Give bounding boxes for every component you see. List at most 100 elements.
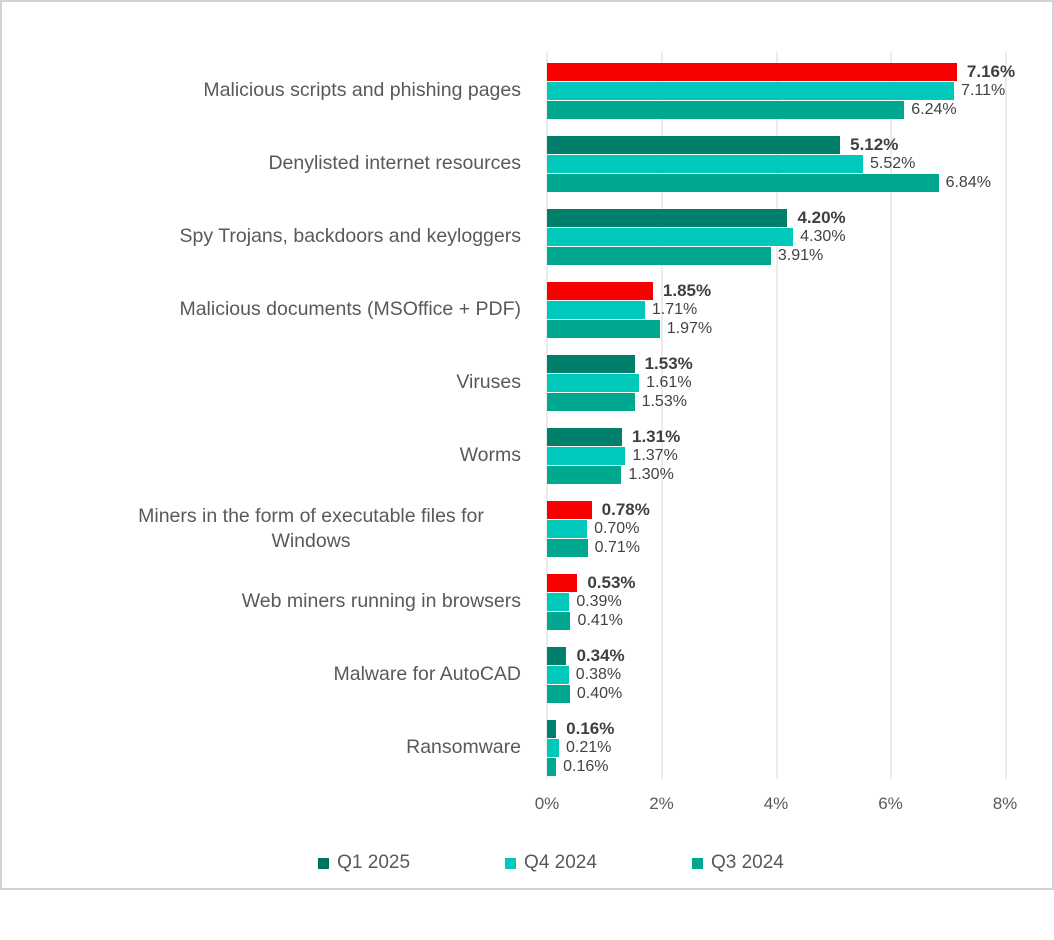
bar-q4-2024 (547, 154, 864, 173)
category-row: Denylisted internet resources 5.12% 5.52%… (2, 127, 1052, 200)
bar-q4-2024 (547, 738, 560, 757)
category-label-cell: Malicious scripts and phishing pages (2, 78, 547, 102)
category-bars: 1.53% 1.61% 1.53% (547, 353, 1005, 411)
bar-q4-2024 (547, 519, 588, 538)
bar-q1-2025 (547, 719, 557, 738)
legend-item-q3-2024: Q3 2024 (691, 852, 784, 874)
bar-q3-2024 (547, 319, 660, 338)
value-label: 1.71% (651, 300, 698, 318)
bar-q4-2024 (547, 592, 570, 611)
gridline (776, 52, 777, 779)
value-label: 0.21% (566, 738, 612, 756)
category-label-cell: Spy Trojans, backdoors and keyloggers (2, 224, 547, 248)
bar-line: 1.85% (547, 281, 1005, 300)
bar-q3-2024 (547, 100, 905, 119)
plot-area: Malicious scripts and phishing pages 7.1… (2, 52, 1052, 784)
category-label: Viruses (456, 371, 521, 394)
value-label: 7.11% (961, 81, 1006, 99)
bar-q3-2024 (547, 611, 571, 630)
category-label: Web miners running in browsers (241, 590, 521, 613)
value-label: 5.12% (850, 134, 899, 154)
bar-line: 0.16% (547, 719, 1005, 738)
bar-q3-2024 (547, 684, 570, 703)
bar-q1-2025 (547, 135, 841, 154)
bar-line: 0.38% (547, 665, 1005, 684)
value-label: 3.91% (777, 246, 824, 264)
value-label: 1.97% (666, 319, 713, 337)
category-bars: 0.78% 0.70% 0.71% (547, 499, 1005, 557)
value-label: 0.53% (587, 572, 636, 592)
bar-line: 1.71% (547, 300, 1005, 319)
bar-line: 1.97% (547, 319, 1005, 338)
bar-line: 0.39% (547, 592, 1005, 611)
value-label: 0.16% (563, 757, 609, 775)
category-bars: 1.31% 1.37% 1.30% (547, 426, 1005, 484)
bar-line: 0.71% (547, 538, 1005, 557)
value-label: 0.70% (594, 519, 640, 537)
bar-line: 0.16% (547, 757, 1005, 776)
gridline (546, 52, 548, 779)
value-label: 1.53% (641, 392, 687, 410)
x-tick-label: 0% (534, 794, 560, 813)
category-label: Malware for AutoCAD (333, 663, 522, 686)
x-tick-label: 4% (763, 794, 789, 813)
legend-swatch (318, 857, 330, 869)
value-label: 0.39% (576, 592, 622, 610)
value-label: 0.41% (577, 611, 623, 629)
value-label: 0.34% (576, 645, 625, 665)
bar-q3-2024 (547, 465, 622, 484)
bar-q3-2024 (547, 246, 771, 265)
bar-q1-2025 (547, 427, 622, 446)
value-label: 0.38% (575, 665, 622, 683)
bar-line: 1.53% (547, 392, 1005, 411)
x-axis: 0% 2% 4% 6% 8% (535, 794, 1018, 820)
value-label: 4.30% (800, 227, 846, 245)
category-label-cell: Malware for AutoCAD (2, 662, 547, 686)
bar-line: 1.53% (547, 353, 1005, 373)
category-bars: 1.85% 1.71% 1.97% (547, 281, 1005, 338)
category-label: Miners in the form of executable files f… (138, 505, 484, 552)
bar-line: 6.24% (547, 100, 1005, 119)
category-label-cell: Miners in the form of executable files f… (2, 504, 547, 553)
bar-q4-2024 (547, 81, 955, 100)
legend: Q1 2025 Q4 2024 Q3 2024 (26, 852, 1054, 874)
bar-line: 7.11% (547, 81, 1006, 100)
value-label: 1.61% (646, 373, 692, 391)
bar-q1-2025 (547, 281, 653, 300)
category-row: Malicious scripts and phishing pages 7.1… (2, 54, 1052, 127)
bar-line: 1.61% (547, 373, 1005, 392)
bar-q4-2024 (547, 446, 626, 465)
category-label: Worms (459, 444, 521, 467)
category-label: Ransomware (406, 736, 521, 759)
value-label: 7.16% (966, 61, 1016, 81)
x-tick-label: 6% (878, 794, 903, 813)
value-label: 0.71% (594, 538, 641, 556)
value-label: 1.31% (631, 426, 681, 446)
bar-line: 0.34% (547, 645, 1005, 665)
bar-q4-2024 (547, 227, 794, 246)
value-label: 5.52% (870, 154, 916, 172)
bar-q4-2024 (547, 300, 645, 319)
category-label-cell: Malicious documents (MSOffice + PDF) (2, 297, 547, 321)
bar-line: 6.84% (547, 173, 1005, 192)
category-label: Malicious scripts and phishing pages (203, 79, 521, 102)
bar-line: 0.53% (547, 572, 1005, 592)
x-tick-label: 2% (649, 794, 674, 813)
value-label: 0.78% (601, 499, 650, 519)
category-bars: 4.20% 4.30% 3.91% (547, 208, 1005, 265)
bar-line: 0.78% (547, 499, 1005, 519)
legend-label: Q4 2024 (524, 852, 597, 873)
bar-line: 5.12% (547, 134, 1005, 154)
bar-q3-2024 (547, 392, 635, 411)
value-label: 6.24% (911, 100, 957, 118)
bar-q3-2024 (547, 757, 557, 776)
category-row: Viruses 1.53% 1.61% 1.53% (2, 346, 1052, 419)
value-label: 1.53% (644, 353, 693, 373)
malware-share-bar-chart: Malicious scripts and phishing pages 7.1… (2, 52, 1054, 940)
bar-q1-2025 (547, 62, 957, 81)
bar-line: 3.91% (547, 246, 1005, 265)
bar-q4-2024 (547, 373, 640, 392)
gridline (661, 52, 663, 779)
bar-q3-2024 (547, 173, 939, 192)
category-bars: 5.12% 5.52% 6.84% (547, 134, 1005, 192)
